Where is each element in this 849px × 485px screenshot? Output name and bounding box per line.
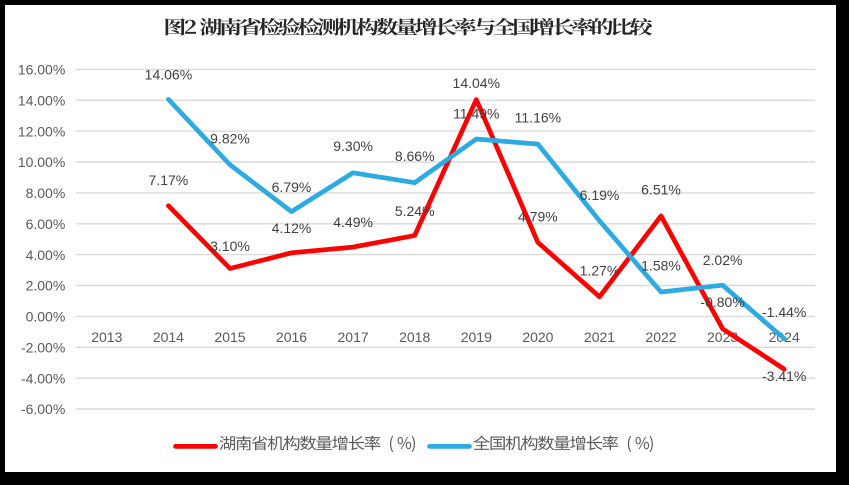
- svg-text:11.16%: 11.16%: [515, 110, 561, 126]
- svg-text:10.00%: 10.00%: [18, 154, 65, 170]
- svg-text:14.06%: 14.06%: [145, 66, 192, 82]
- svg-text:3.10%: 3.10%: [210, 238, 250, 254]
- svg-text:6.51%: 6.51%: [641, 182, 681, 198]
- svg-text:2018: 2018: [399, 329, 430, 345]
- svg-text:-1.44%: -1.44%: [762, 304, 806, 320]
- svg-text:-3.41%: -3.41%: [762, 368, 806, 384]
- svg-text:2019: 2019: [461, 329, 492, 345]
- svg-text:5.24%: 5.24%: [395, 203, 435, 219]
- svg-text:11.49%: 11.49%: [453, 105, 499, 121]
- svg-text:1.27%: 1.27%: [580, 262, 620, 278]
- svg-text:1.58%: 1.58%: [641, 257, 681, 273]
- svg-text:8.00%: 8.00%: [26, 185, 66, 201]
- svg-text:2021: 2021: [584, 329, 615, 345]
- svg-text:0.00%: 0.00%: [26, 309, 66, 325]
- svg-text:4.00%: 4.00%: [26, 247, 66, 263]
- svg-text:7.17%: 7.17%: [149, 172, 189, 188]
- svg-text:2.00%: 2.00%: [26, 278, 66, 294]
- svg-text:2014: 2014: [153, 329, 184, 345]
- svg-text:4.49%: 4.49%: [333, 214, 373, 230]
- svg-text:9.30%: 9.30%: [333, 138, 373, 154]
- svg-text:16.00%: 16.00%: [18, 62, 65, 78]
- svg-text:-6.00%: -6.00%: [21, 401, 65, 417]
- svg-text:2013: 2013: [91, 329, 122, 345]
- svg-text:2020: 2020: [522, 329, 553, 345]
- svg-text:6.79%: 6.79%: [272, 179, 312, 195]
- svg-text:2017: 2017: [338, 329, 369, 345]
- svg-text:4.79%: 4.79%: [518, 208, 558, 224]
- svg-text:2022: 2022: [645, 329, 676, 345]
- svg-text:2015: 2015: [214, 329, 245, 345]
- svg-text:-2.00%: -2.00%: [21, 340, 65, 356]
- svg-text:9.82%: 9.82%: [210, 131, 250, 147]
- svg-text:8.66%: 8.66%: [395, 148, 435, 164]
- svg-text:6.00%: 6.00%: [26, 216, 66, 232]
- svg-text:6.19%: 6.19%: [580, 187, 620, 203]
- svg-text:2016: 2016: [276, 329, 307, 345]
- svg-text:12.00%: 12.00%: [18, 123, 65, 139]
- svg-text:-0.80%: -0.80%: [700, 294, 744, 310]
- svg-text:2.02%: 2.02%: [703, 252, 743, 268]
- svg-text:14.00%: 14.00%: [18, 92, 65, 108]
- svg-text:14.04%: 14.04%: [453, 75, 500, 91]
- svg-text:-4.00%: -4.00%: [21, 370, 65, 386]
- svg-text:4.12%: 4.12%: [272, 220, 312, 236]
